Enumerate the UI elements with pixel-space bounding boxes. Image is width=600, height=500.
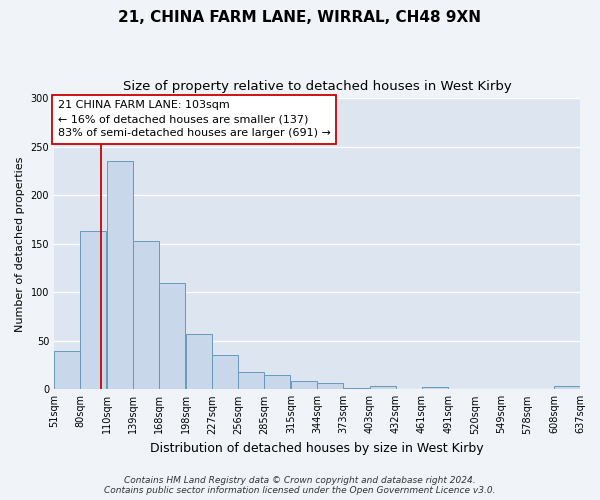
Bar <box>159 282 185 390</box>
Bar <box>370 386 396 390</box>
Bar <box>212 356 238 390</box>
Bar <box>107 162 133 390</box>
Text: 21 CHINA FARM LANE: 103sqm
← 16% of detached houses are smaller (137)
83% of sem: 21 CHINA FARM LANE: 103sqm ← 16% of deta… <box>58 100 331 138</box>
Bar <box>80 231 106 390</box>
Title: Size of property relative to detached houses in West Kirby: Size of property relative to detached ho… <box>122 80 511 93</box>
Text: Contains HM Land Registry data © Crown copyright and database right 2024.
Contai: Contains HM Land Registry data © Crown c… <box>104 476 496 495</box>
Bar <box>317 382 343 390</box>
Bar <box>238 372 264 390</box>
Y-axis label: Number of detached properties: Number of detached properties <box>15 156 25 332</box>
Bar <box>133 241 159 390</box>
Bar <box>54 352 80 390</box>
Bar <box>186 334 212 390</box>
X-axis label: Distribution of detached houses by size in West Kirby: Distribution of detached houses by size … <box>150 442 484 455</box>
Bar <box>291 380 317 390</box>
Bar <box>343 388 369 390</box>
Bar <box>264 375 290 390</box>
Bar <box>554 386 580 390</box>
Text: 21, CHINA FARM LANE, WIRRAL, CH48 9XN: 21, CHINA FARM LANE, WIRRAL, CH48 9XN <box>119 10 482 25</box>
Bar <box>422 388 448 390</box>
